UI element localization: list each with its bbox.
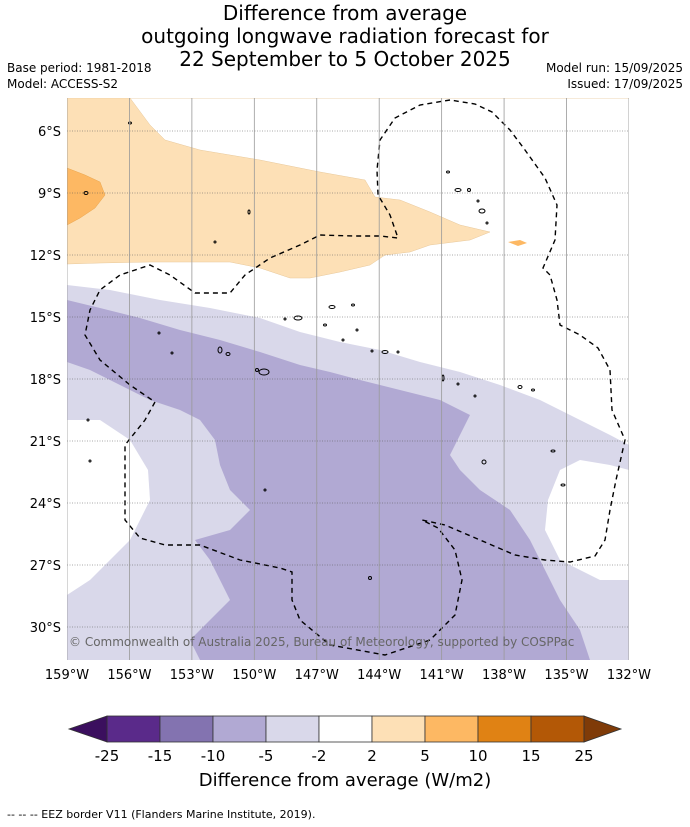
copyright-notice: © Commonwealth of Australia 2025, Bureau…: [69, 635, 574, 649]
colorbar-bin: [265, 715, 320, 743]
colorbar-extend-min: [67, 715, 108, 743]
model-label: Model: ACCESS-S2: [7, 77, 119, 91]
longitude-label: 135°W: [544, 668, 588, 683]
longitude-label: 153°W: [170, 668, 214, 683]
title-line-2: outgoing longwave radiation forecast for: [141, 24, 549, 48]
colorbar-tick-label: 25: [574, 747, 593, 765]
colorbar-bin: [530, 715, 585, 743]
colorbar-bin: [424, 715, 479, 743]
colorbar-tick-label: -2: [312, 747, 327, 765]
title-line-3: 22 September to 5 October 2025: [179, 47, 511, 71]
longitude-label: 159°W: [45, 668, 89, 683]
eez-footnote: -- -- -- EEZ border V11 (Flanders Marine…: [7, 808, 316, 821]
latitude-labels: 6°S 9°S 12°S 15°S 18°S 21°S 24°S 27°S 30°S: [30, 125, 61, 636]
longitude-label: 138°W: [482, 668, 526, 683]
latitude-label: 15°S: [30, 311, 61, 326]
longitude-labels: 159°W 156°W 153°W 150°W 147°W 144°W 141°W 138°W…: [45, 668, 651, 683]
anomaly-band-negative-moderate: [67, 300, 590, 660]
issued-label: Issued: 17/09/2025: [567, 77, 683, 91]
anomaly-patch-positive: [67, 167, 106, 226]
colorbar-tick-label: -5: [259, 747, 274, 765]
latitude-label: 21°S: [30, 435, 61, 450]
colorbar-title: Difference from average (W/m2): [198, 770, 492, 791]
neutral-gap-east: [545, 460, 629, 580]
latitude-label: 18°S: [30, 373, 61, 388]
colorbar-bin: [371, 715, 426, 743]
colorbar-tick-label: 10: [468, 747, 487, 765]
latitude-label: 27°S: [30, 559, 61, 574]
colorbar-bin: [318, 715, 373, 743]
longitude-label: 147°W: [295, 668, 339, 683]
map-title: Difference from average outgoing longwav…: [0, 2, 690, 71]
colorbar-bin: [212, 715, 267, 743]
colorbar-extend-max: [583, 715, 623, 743]
graticule: [67, 98, 629, 660]
eez-border: [84, 99, 626, 656]
colorbar-tick-label: -25: [95, 747, 120, 765]
longitude-label: 156°W: [107, 668, 151, 683]
map-plot-area: [67, 98, 629, 660]
anomaly-band-positive-light: [67, 98, 629, 279]
colorbar-tick-label: 5: [420, 747, 430, 765]
colorbar: -25 -15 -10 -5 -2 2 5 10 15 25: [67, 715, 623, 765]
metadata-left: Base period: 1981-2018 Model: ACCESS-S2: [7, 60, 152, 92]
longitude-label: 150°W: [232, 668, 276, 683]
model-run-label: Model run: 15/09/2025: [545, 61, 683, 75]
colorbar-tick-label: 2: [367, 747, 377, 765]
colorbar-bin: [477, 715, 532, 743]
colorbar-bin: [106, 715, 161, 743]
longitude-label: 132°W: [607, 668, 651, 683]
longitude-label: 144°W: [357, 668, 401, 683]
latitude-label: 9°S: [38, 187, 61, 202]
latitude-label: 30°S: [30, 621, 61, 636]
title-line-1: Difference from average: [222, 1, 468, 25]
latitude-label: 12°S: [30, 249, 61, 264]
colorbar-tick-label: 15: [521, 747, 540, 765]
island-outlines: [83, 121, 566, 580]
anomaly-patch-small: [508, 240, 527, 246]
longitude-label: 141°W: [420, 668, 464, 683]
latitude-label: 6°S: [38, 125, 61, 140]
colorbar-tick-label: -15: [148, 747, 173, 765]
latitude-label: 24°S: [30, 497, 61, 512]
colorbar-tick-label: -10: [201, 747, 226, 765]
colorbar-bin: [159, 715, 214, 743]
base-period-label: Base period: 1981-2018: [7, 61, 152, 75]
metadata-right: Model run: 15/09/2025 Issued: 17/09/2025: [546, 60, 683, 92]
